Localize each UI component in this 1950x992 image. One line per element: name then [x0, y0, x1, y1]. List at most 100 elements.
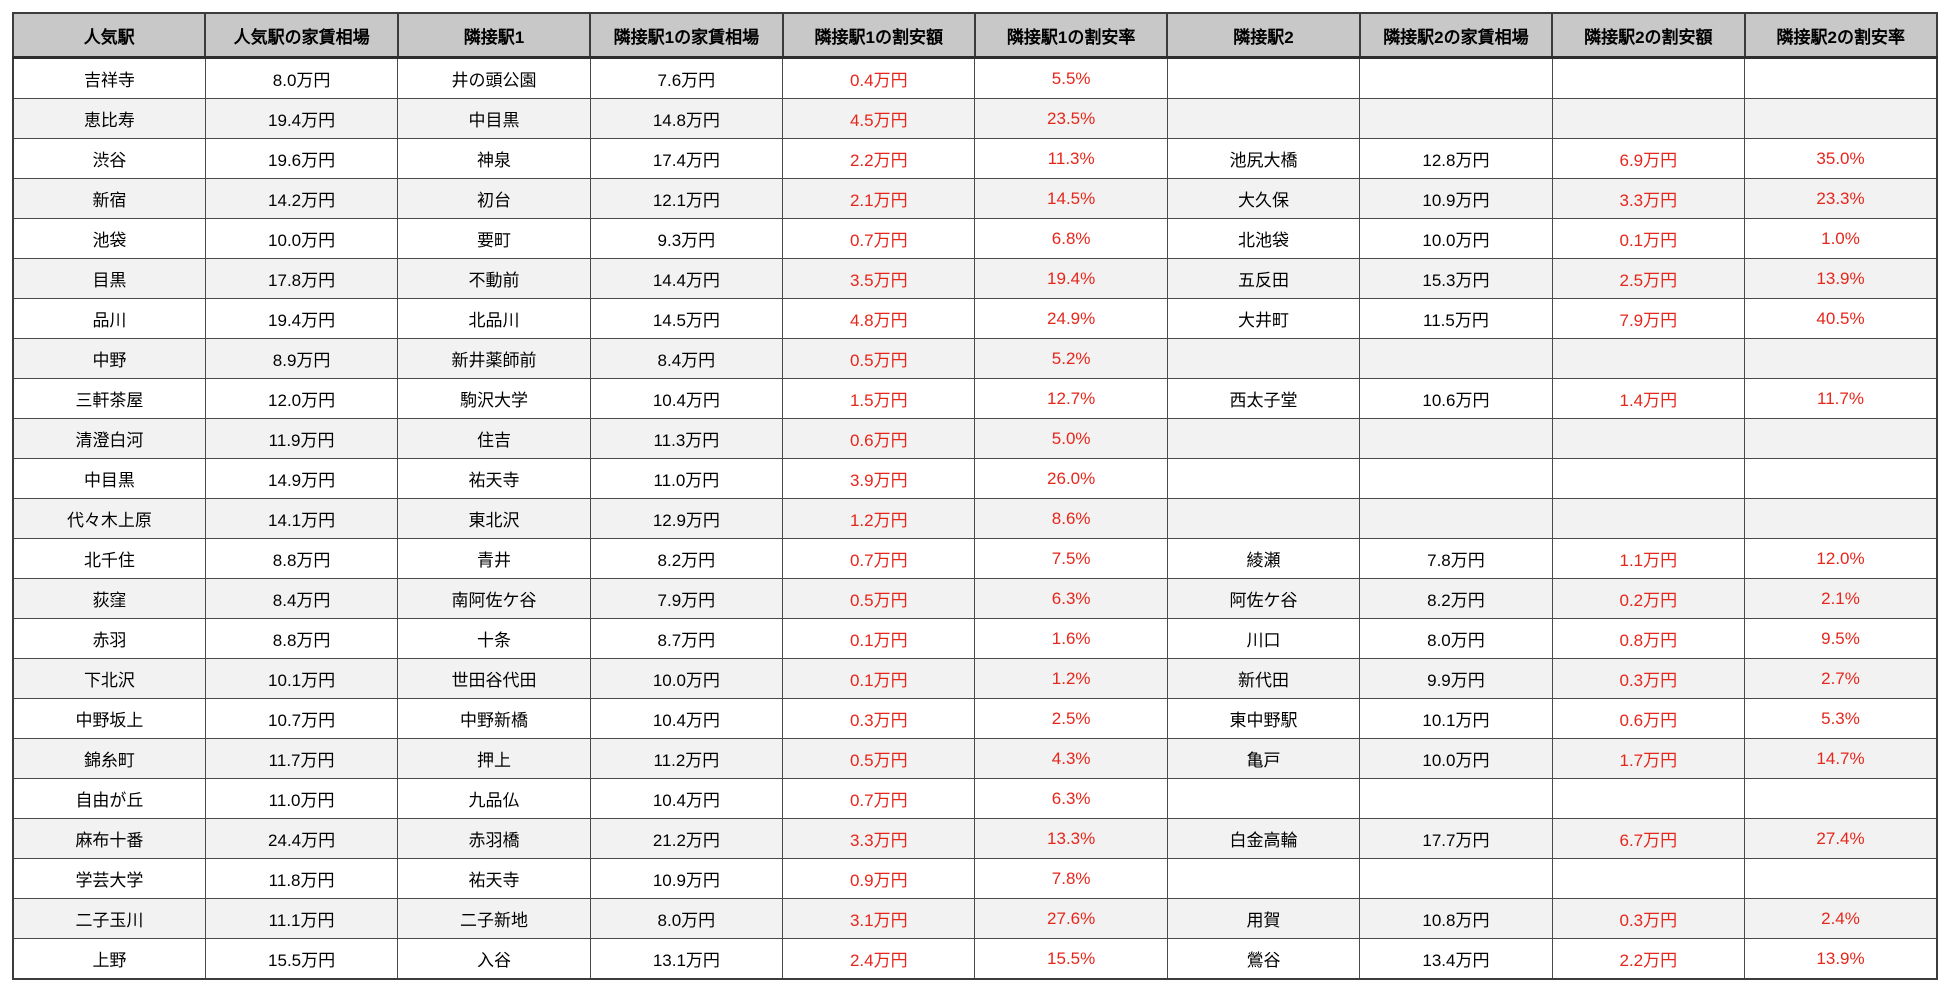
table-cell[interactable]: 0.7万円 [782, 218, 976, 259]
table-cell[interactable]: 三軒茶屋 [12, 378, 206, 419]
table-cell[interactable]: 19.4万円 [204, 298, 399, 339]
table-cell[interactable]: 13.9% [1744, 258, 1938, 299]
table-cell[interactable]: 12.1万円 [589, 178, 784, 219]
table-cell[interactable]: 7.9万円 [1551, 298, 1746, 339]
table-cell[interactable]: 19.6万円 [204, 138, 399, 179]
table-cell[interactable]: 0.1万円 [782, 618, 976, 659]
table-cell[interactable]: 14.9万円 [204, 458, 399, 499]
table-cell[interactable] [1744, 418, 1938, 459]
table-cell[interactable]: 0.1万円 [782, 658, 976, 699]
table-cell[interactable] [1551, 57, 1746, 99]
table-cell[interactable]: 26.0% [974, 458, 1168, 499]
table-cell[interactable]: 10.4万円 [589, 378, 784, 419]
table-cell[interactable]: 2.5万円 [1551, 258, 1746, 299]
table-cell[interactable]: 上野 [12, 938, 206, 980]
table-cell[interactable]: 自由が丘 [12, 778, 206, 819]
table-cell[interactable]: 神泉 [397, 138, 591, 179]
table-cell[interactable]: 代々木上原 [12, 498, 206, 539]
table-cell[interactable]: 8.0万円 [589, 898, 784, 939]
table-cell[interactable]: 1.2万円 [782, 498, 976, 539]
table-cell[interactable]: 9.5% [1744, 618, 1938, 659]
table-cell[interactable] [1744, 458, 1938, 499]
table-cell[interactable] [1359, 498, 1553, 539]
table-cell[interactable]: 23.5% [974, 98, 1168, 139]
table-cell[interactable]: 0.3万円 [782, 698, 976, 739]
table-cell[interactable] [1166, 338, 1361, 379]
table-cell[interactable]: 13.9% [1744, 938, 1938, 980]
table-cell[interactable]: 2.4万円 [782, 938, 976, 980]
table-cell[interactable]: 15.3万円 [1359, 258, 1553, 299]
table-cell[interactable]: 11.9万円 [204, 418, 399, 459]
table-cell[interactable]: 10.0万円 [1359, 218, 1553, 259]
table-cell[interactable]: 13.3% [974, 818, 1168, 859]
table-cell[interactable]: 麻布十番 [12, 818, 206, 859]
table-cell[interactable]: 11.5万円 [1359, 298, 1553, 339]
table-cell[interactable]: 北池袋 [1166, 218, 1361, 259]
table-cell[interactable]: 8.0万円 [204, 57, 399, 99]
table-cell[interactable]: 赤羽 [12, 618, 206, 659]
table-cell[interactable]: 7.8万円 [1359, 538, 1553, 579]
table-cell[interactable]: 6.3% [974, 778, 1168, 819]
table-cell[interactable] [1744, 498, 1938, 539]
table-cell[interactable]: 11.7% [1744, 378, 1938, 419]
table-cell[interactable]: 北品川 [397, 298, 591, 339]
table-cell[interactable] [1744, 778, 1938, 819]
table-cell[interactable] [1551, 498, 1746, 539]
table-cell[interactable]: 13.4万円 [1359, 938, 1553, 980]
table-cell[interactable]: 6.9万円 [1551, 138, 1746, 179]
table-cell[interactable]: 2.2万円 [782, 138, 976, 179]
table-cell[interactable]: 8.8万円 [204, 618, 399, 659]
table-cell[interactable]: 0.4万円 [782, 57, 976, 99]
table-cell[interactable]: 7.9万円 [589, 578, 784, 619]
table-cell[interactable] [1359, 98, 1553, 139]
table-cell[interactable]: 押上 [397, 738, 591, 779]
table-cell[interactable]: 亀戸 [1166, 738, 1361, 779]
table-cell[interactable]: 川口 [1166, 618, 1361, 659]
table-cell[interactable]: 10.9万円 [589, 858, 784, 899]
table-cell[interactable]: 青井 [397, 538, 591, 579]
table-cell[interactable]: 10.4万円 [589, 698, 784, 739]
table-cell[interactable]: 鶯谷 [1166, 938, 1361, 980]
table-cell[interactable]: 新井薬師前 [397, 338, 591, 379]
table-cell[interactable]: 1.1万円 [1551, 538, 1746, 579]
table-cell[interactable]: 不動前 [397, 258, 591, 299]
table-cell[interactable]: 二子新地 [397, 898, 591, 939]
table-cell[interactable] [1551, 858, 1746, 899]
table-cell[interactable]: 19.4万円 [204, 98, 399, 139]
table-cell[interactable]: 1.6% [974, 618, 1168, 659]
table-cell[interactable] [1359, 778, 1553, 819]
table-cell[interactable]: 11.8万円 [204, 858, 399, 899]
table-cell[interactable]: 学芸大学 [12, 858, 206, 899]
table-cell[interactable]: 11.7万円 [204, 738, 399, 779]
table-cell[interactable]: 0.5万円 [782, 338, 976, 379]
table-cell[interactable]: 3.1万円 [782, 898, 976, 939]
table-cell[interactable]: 40.5% [1744, 298, 1938, 339]
table-cell[interactable]: 8.9万円 [204, 338, 399, 379]
table-cell[interactable]: 10.4万円 [589, 778, 784, 819]
table-cell[interactable]: 4.5万円 [782, 98, 976, 139]
table-cell[interactable]: 0.6万円 [1551, 698, 1746, 739]
table-cell[interactable]: 吉祥寺 [12, 57, 206, 99]
table-cell[interactable]: 17.8万円 [204, 258, 399, 299]
table-cell[interactable]: 4.3% [974, 738, 1168, 779]
table-cell[interactable]: 11.3万円 [589, 418, 784, 459]
table-cell[interactable] [1166, 418, 1361, 459]
table-cell[interactable]: 祐天寺 [397, 458, 591, 499]
table-cell[interactable]: 17.4万円 [589, 138, 784, 179]
table-cell[interactable]: 九品仏 [397, 778, 591, 819]
table-cell[interactable]: 19.4% [974, 258, 1168, 299]
table-cell[interactable]: 二子玉川 [12, 898, 206, 939]
table-cell[interactable] [1166, 498, 1361, 539]
table-cell[interactable]: 15.5万円 [204, 938, 399, 980]
table-cell[interactable]: 0.5万円 [782, 738, 976, 779]
table-cell[interactable]: 14.5万円 [589, 298, 784, 339]
table-cell[interactable]: 駒沢大学 [397, 378, 591, 419]
table-cell[interactable]: 24.9% [974, 298, 1168, 339]
table-cell[interactable]: 14.5% [974, 178, 1168, 219]
table-cell[interactable]: 12.7% [974, 378, 1168, 419]
table-cell[interactable]: 2.1万円 [782, 178, 976, 219]
table-cell[interactable]: 2.1% [1744, 578, 1938, 619]
table-cell[interactable]: 0.1万円 [1551, 218, 1746, 259]
table-cell[interactable]: 35.0% [1744, 138, 1938, 179]
table-cell[interactable]: 3.3万円 [1551, 178, 1746, 219]
